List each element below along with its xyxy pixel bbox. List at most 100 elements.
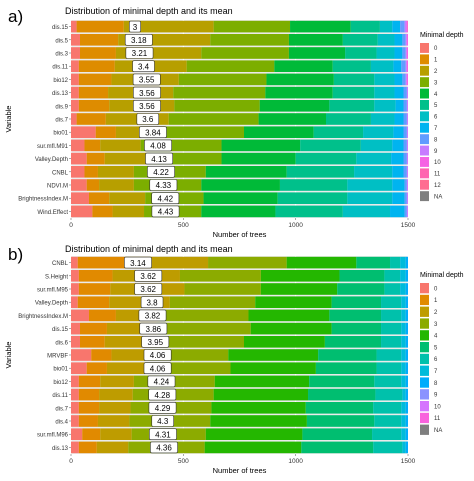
legend-label: 2: [434, 310, 438, 316]
bar-segment-6: [384, 270, 400, 282]
bar-segment-1: [79, 74, 112, 86]
bar-segment-4: [206, 428, 303, 440]
legend-label: 0: [434, 286, 438, 292]
y-tick-label: MRVBF: [47, 354, 68, 360]
y-tick-label: dis.7: [55, 406, 68, 412]
y-tick-label: sur.mfl.M91: [37, 144, 69, 150]
bar-segment-1: [87, 362, 107, 374]
bar-segment-1: [89, 310, 116, 322]
bar-segment-8: [404, 153, 407, 165]
bar-segment-0: [71, 442, 79, 454]
legend-label: 2: [434, 69, 438, 75]
bar-segment-7: [395, 47, 403, 59]
bar-segment-1: [79, 87, 108, 99]
bar-segment-7: [395, 87, 404, 99]
bar-segment-3: [214, 21, 290, 33]
bar-segment-8: [402, 74, 405, 86]
bar-segment-7: [393, 60, 401, 72]
bar-segment-0: [71, 206, 92, 218]
bar-segment-9: [406, 74, 407, 86]
legend-label: 6: [434, 115, 438, 121]
bar-segment-1: [77, 21, 124, 33]
bar-segment-0: [71, 74, 79, 86]
bar-segment-5: [351, 21, 380, 33]
bar-segment-0: [71, 376, 79, 388]
bar-segment-1: [79, 283, 110, 295]
mean-label: 4.3: [157, 417, 169, 426]
bar-segment-8: [406, 296, 408, 308]
bar-segment-7: [395, 113, 404, 125]
bar-segment-2: [111, 349, 147, 361]
legend-label: 8: [434, 381, 438, 387]
bar-segment-9: [407, 87, 408, 99]
y-tick-label: dis.15: [52, 25, 69, 31]
bar-segment-4: [274, 60, 332, 72]
bar-segment-8: [406, 257, 408, 269]
bar-segment-5: [316, 362, 377, 374]
bar-segment-7: [400, 257, 406, 269]
legend-key: [420, 295, 429, 305]
bar-segment-4: [201, 206, 275, 218]
bar-segment-6: [381, 296, 401, 308]
legend-label: NA: [434, 194, 442, 200]
bar-segment-6: [377, 349, 402, 361]
bar-segment-1: [96, 126, 116, 138]
bar-segment-8: [404, 87, 407, 99]
bar-segment-7: [390, 206, 405, 218]
bar-segment-4: [289, 34, 343, 46]
bar-segment-5: [296, 153, 357, 165]
mean-label: 3.56: [139, 89, 155, 98]
panel-label: b): [8, 245, 23, 264]
x-tick-label: 1500: [401, 222, 416, 229]
bar-segment-4: [201, 179, 280, 191]
legend-label: 3: [434, 322, 438, 328]
bar-segment-4: [228, 349, 318, 361]
legend-key: [420, 342, 429, 352]
bar-segment-9: [407, 192, 408, 204]
bar-segment-1: [78, 296, 109, 308]
mean-label: 3.21: [132, 49, 148, 58]
bar-segment-3: [208, 257, 287, 269]
bar-segment-0: [71, 21, 77, 33]
bar-segment-7: [392, 140, 403, 152]
bar-segment-7: [401, 402, 405, 414]
bar-segment-5: [329, 310, 381, 322]
bar-segment-4: [261, 283, 337, 295]
y-tick-label: bio12: [53, 380, 68, 386]
mean-label: 3.18: [131, 36, 147, 45]
bar-segment-6: [356, 153, 391, 165]
bar-segment-1: [84, 140, 100, 152]
legend-label: 4: [434, 92, 438, 98]
minimal-depth-chart-a: a)Distribution of minimal depth and its …: [0, 0, 474, 238]
bar-segment-3: [169, 113, 259, 125]
bar-segment-2: [98, 166, 134, 178]
legend-key: [420, 66, 429, 76]
bar-segment-10: [406, 21, 407, 33]
legend-label: 9: [434, 149, 438, 155]
mean-label: 3.6: [142, 115, 154, 124]
bar-segment-4: [244, 126, 314, 138]
bar-segment-8: [404, 113, 407, 125]
bar-segment-5: [307, 415, 374, 427]
chart-title: Distribution of minimal depth and its me…: [65, 6, 233, 16]
bar-segment-7: [402, 389, 405, 401]
bar-segment-4: [215, 376, 309, 388]
mean-label: 4.13: [151, 155, 167, 164]
bar-segment-7: [401, 415, 405, 427]
legend-key: [420, 54, 429, 64]
bar-segment-0: [71, 126, 96, 138]
bar-segment-2: [109, 192, 145, 204]
bar-segment-1: [92, 206, 112, 218]
bar-segment-7: [395, 34, 403, 46]
bar-segment-0: [71, 140, 84, 152]
bar-segment-7: [401, 310, 405, 322]
legend-key: [420, 157, 429, 167]
bar-segment-9: [407, 153, 408, 165]
bar-segment-1: [79, 100, 109, 112]
bar-segment-4: [251, 323, 332, 335]
bar-segment-7: [401, 296, 405, 308]
bar-segment-0: [71, 349, 91, 361]
bar-segment-5: [287, 166, 354, 178]
mean-label: 3.4: [138, 62, 150, 71]
mean-label: 4.36: [156, 444, 172, 453]
